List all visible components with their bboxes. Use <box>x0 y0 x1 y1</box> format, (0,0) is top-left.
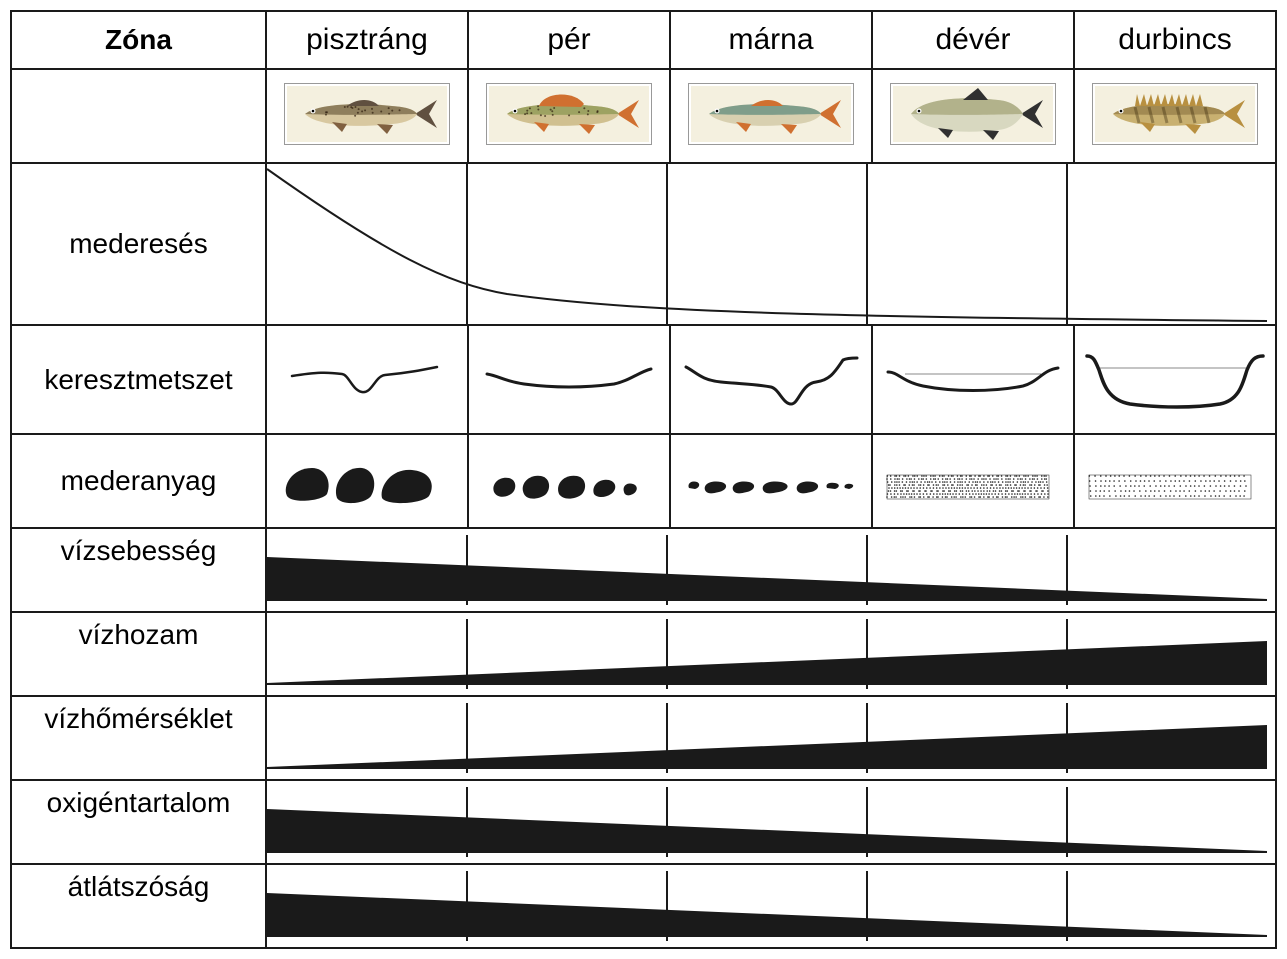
vizhom-row: vízhőmérséklet <box>11 696 1276 780</box>
substrate-2-icon <box>671 446 861 516</box>
fish-per-cell <box>468 69 670 163</box>
xsection-3 <box>872 325 1074 434</box>
substrate-4-icon <box>1075 446 1265 516</box>
mederanyag-row: mederanyag <box>11 434 1276 528</box>
kereszt-label: keresztmetszet <box>11 325 266 434</box>
vizsebesseg-wedge-cell <box>266 528 1276 612</box>
fish-dever-cell <box>872 69 1074 163</box>
vizsebesseg-row: vízsebesség <box>11 528 1276 612</box>
vizhozam-wedge-icon <box>267 619 1267 689</box>
substrate-3 <box>872 434 1074 528</box>
mederes-row: mederesés <box>11 163 1276 325</box>
fish-dever-icon <box>893 86 1053 142</box>
xsection-0-icon <box>267 342 467 417</box>
oxigen-wedge-icon <box>267 787 1267 857</box>
fish-durbincs-icon <box>1095 86 1255 142</box>
substrate-1-icon <box>469 446 659 516</box>
kereszt-row: keresztmetszet <box>11 325 1276 434</box>
vizsebesseg-label: vízsebesség <box>11 528 266 612</box>
fish-row <box>11 69 1276 163</box>
header-zone-1: pér <box>468 11 670 69</box>
fish-pisztrang-icon <box>287 86 447 142</box>
xsection-1-icon <box>469 342 669 417</box>
atlat-label: átlátszóság <box>11 864 266 948</box>
substrate-1 <box>468 434 670 528</box>
substrate-4 <box>1074 434 1276 528</box>
fish-row-label <box>11 69 266 163</box>
fish-durbincs-cell <box>1074 69 1276 163</box>
header-zone-2: márna <box>670 11 872 69</box>
fish-marna-icon <box>691 86 851 142</box>
atlat-row: átlátszóság <box>11 864 1276 948</box>
xsection-4 <box>1074 325 1276 434</box>
oxigen-label: oxigéntartalom <box>11 780 266 864</box>
vizhozam-label: vízhozam <box>11 612 266 696</box>
substrate-2 <box>670 434 872 528</box>
fish-per-icon <box>489 86 649 142</box>
fish-pisztrang-cell <box>266 69 468 163</box>
vizhom-wedge-icon <box>267 703 1267 773</box>
vizhom-label: vízhőmérséklet <box>11 696 266 780</box>
substrate-0-icon <box>267 446 457 516</box>
xsection-3-icon <box>873 342 1073 417</box>
vizhozam-wedge-cell <box>266 612 1276 696</box>
substrate-0 <box>266 434 468 528</box>
vizhozam-row: vízhozam <box>11 612 1276 696</box>
substrate-3-icon <box>873 446 1063 516</box>
vizhom-wedge-cell <box>266 696 1276 780</box>
header-row: Zóna pisztráng pér márna dévér durbincs <box>11 11 1276 69</box>
mederes-curve-cell <box>266 163 1276 325</box>
header-zone-3: dévér <box>872 11 1074 69</box>
river-zones-table: Zóna pisztráng pér márna dévér durbincs … <box>10 10 1277 949</box>
header-zone-4: durbincs <box>1074 11 1276 69</box>
xsection-2 <box>670 325 872 434</box>
atlat-wedge-cell <box>266 864 1276 948</box>
fish-marna-cell <box>670 69 872 163</box>
mederanyag-label: mederanyag <box>11 434 266 528</box>
xsection-0 <box>266 325 468 434</box>
header-zone-0: pisztráng <box>266 11 468 69</box>
vizsebesseg-wedge-icon <box>267 535 1267 605</box>
mederes-curve-icon <box>267 164 1267 324</box>
atlat-wedge-icon <box>267 871 1267 941</box>
oxigen-wedge-cell <box>266 780 1276 864</box>
xsection-4-icon <box>1075 342 1275 417</box>
xsection-2-icon <box>671 342 871 417</box>
xsection-1 <box>468 325 670 434</box>
mederes-label: mederesés <box>11 163 266 325</box>
header-zona: Zóna <box>11 11 266 69</box>
oxigen-row: oxigéntartalom <box>11 780 1276 864</box>
